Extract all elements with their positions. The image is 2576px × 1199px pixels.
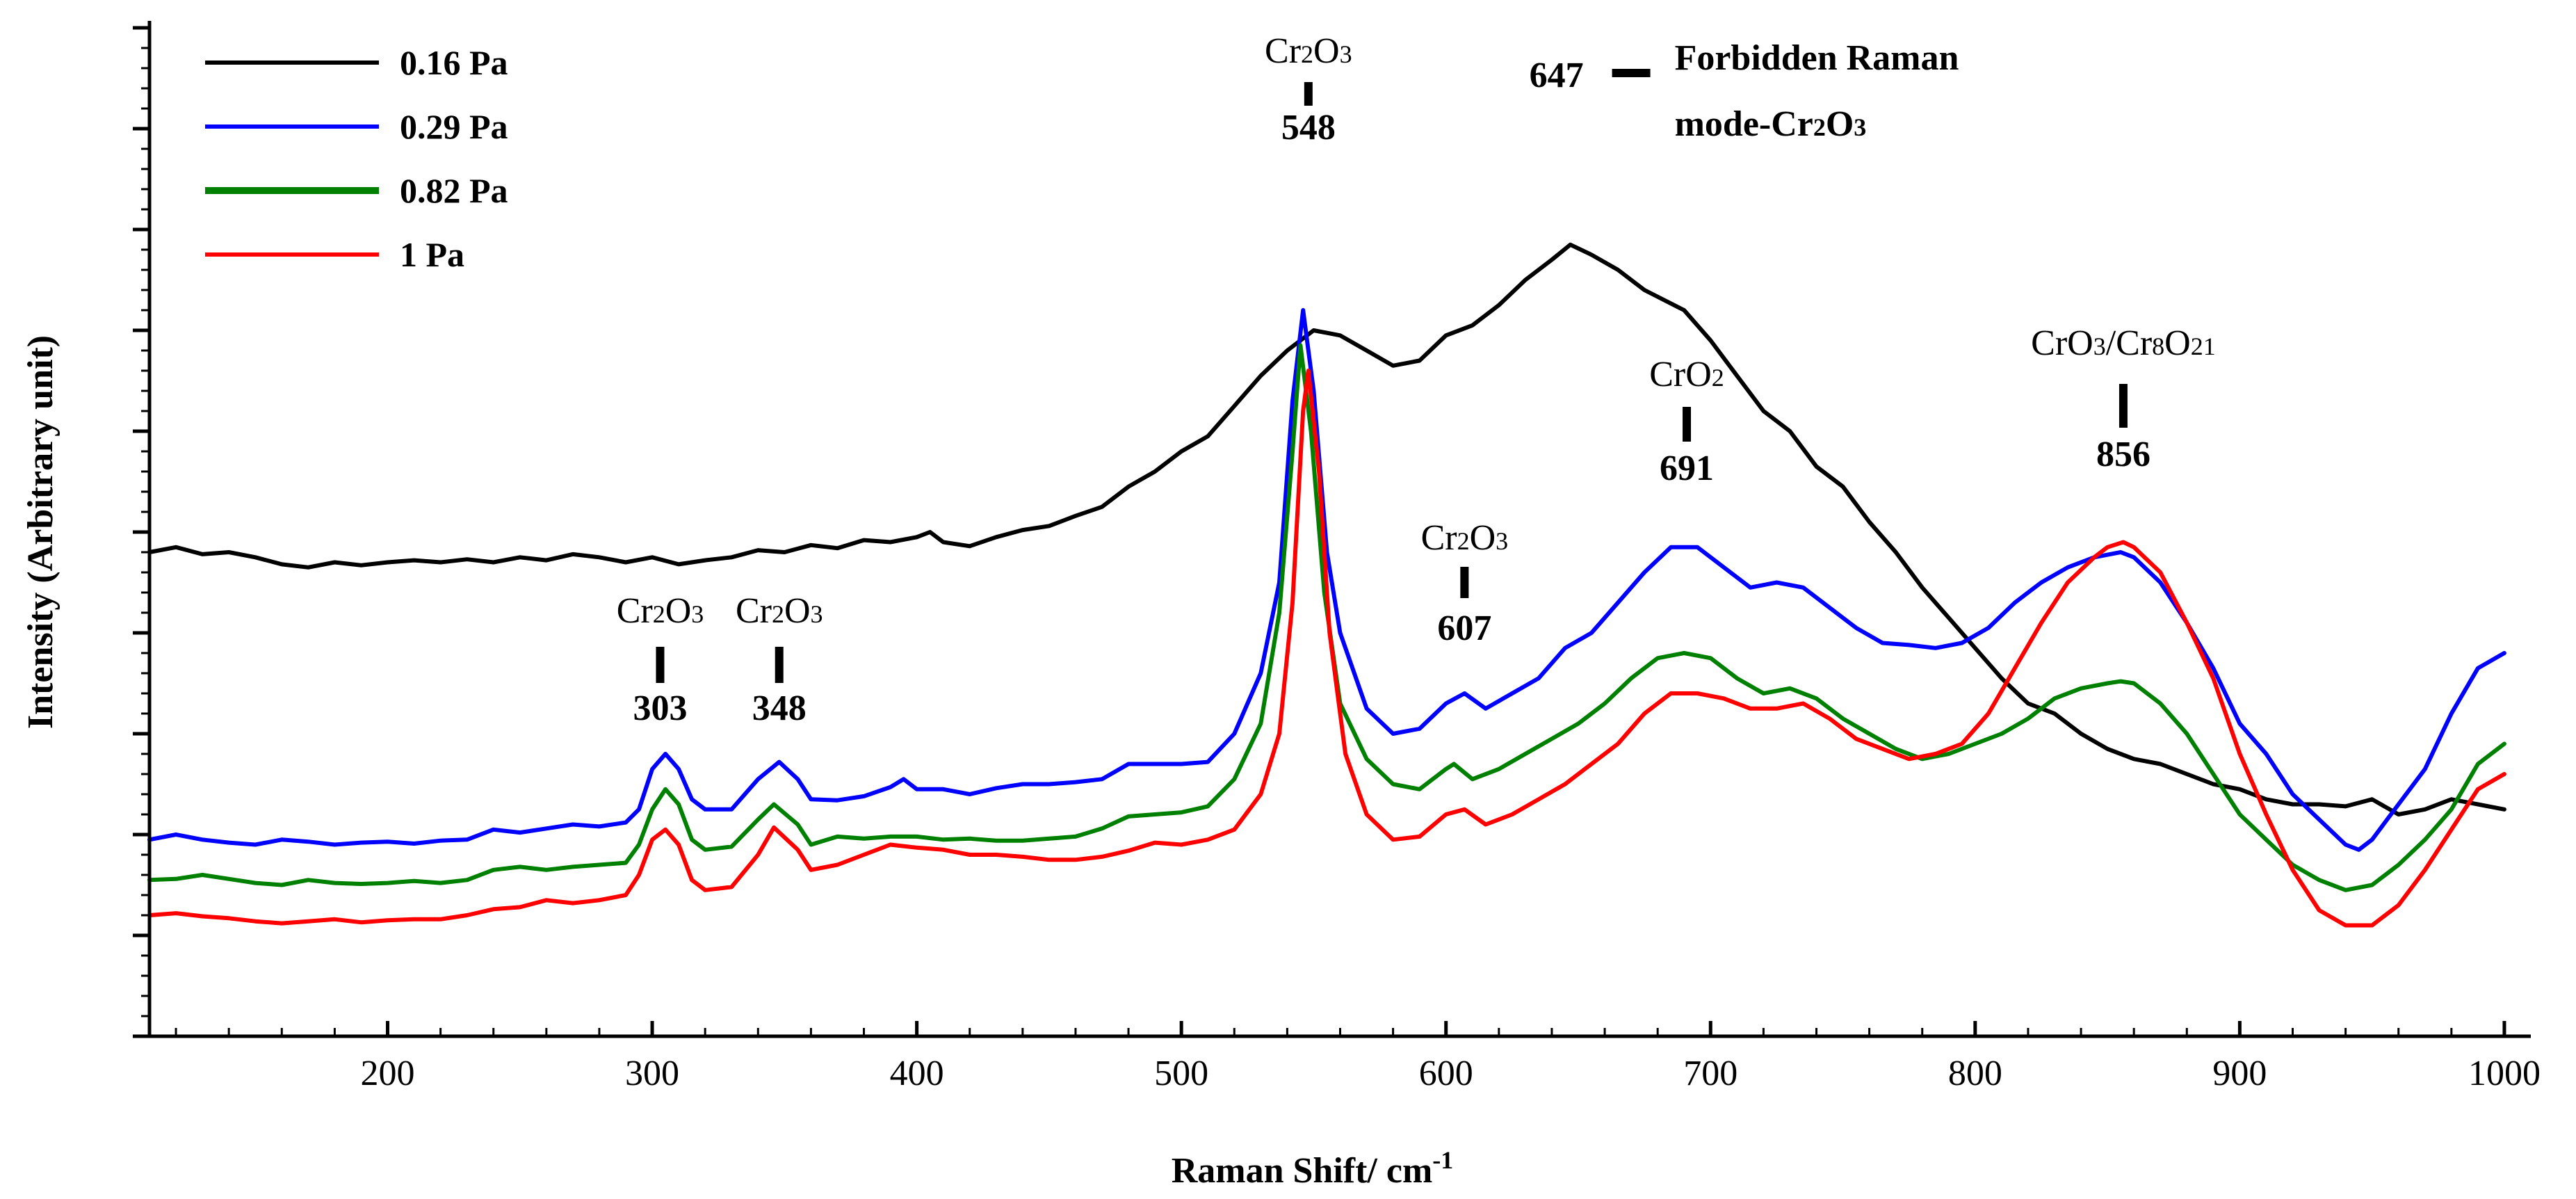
x-tick-label: 800 — [1948, 1054, 2002, 1093]
ticks-layer: 200 300 400 500 600 700 800 900 1000 — [133, 26, 2541, 1093]
peak-label-value: 348 — [752, 689, 807, 728]
x-tick-label: 400 — [890, 1054, 944, 1093]
series-line-4 — [147, 369, 2506, 928]
peak-label-value: 856 — [2096, 435, 2150, 474]
peak-label-compound: Cr2O3 — [1265, 31, 1352, 71]
series-line-3 — [147, 343, 2506, 892]
legend-label: 0.29 Pa — [400, 107, 508, 146]
x-tick-label: 500 — [1154, 1054, 1208, 1093]
forbidden-mode-label-line2: mode-Cr2O3 — [1675, 104, 1867, 144]
forbidden-mode-label: Forbidden Raman — [1675, 38, 1959, 78]
peak-label-value: 548 — [1281, 108, 1336, 147]
peak-label-compound: Cr2O3 — [736, 591, 823, 631]
peak-label-value: 691 — [1660, 449, 1714, 488]
peak-label-compound: Cr2O3 — [617, 591, 704, 631]
peak-label-value: 303 — [633, 689, 687, 728]
x-axis-title: Raman Shift/ cm-1 — [1172, 1146, 1454, 1191]
peak-label-compound: CrO3/Cr8O21 — [2031, 323, 2216, 363]
legend-label: 0.16 Pa — [400, 43, 508, 82]
peak-label-compound: CrO2 — [1649, 355, 1724, 394]
legend-label: 0.82 Pa — [400, 171, 508, 210]
series-line-1 — [147, 242, 2506, 816]
peak-label-value: 607 — [1437, 609, 1491, 648]
y-axis-title: Intensity (Arbitrary unit) — [21, 335, 60, 729]
series-layer — [147, 242, 2506, 928]
legend: 0.16 Pa 0.29 Pa 0.82 Pa 1 Pa — [205, 43, 508, 274]
peak-label-compound: Cr2O3 — [1421, 518, 1509, 558]
x-tick-label: 900 — [2212, 1054, 2267, 1093]
x-tick-label: 200 — [361, 1054, 415, 1093]
x-tick-label: 1000 — [2468, 1054, 2541, 1093]
forbidden-mode-value: 647 — [1530, 56, 1584, 95]
annotation-layer: Cr2O3 303 Cr2O3 348 Cr2O3 548 Cr2O3 607 CrO2 691 C… — [617, 31, 2216, 728]
x-tick-label: 700 — [1683, 1054, 1737, 1093]
x-tick-label: 600 — [1419, 1054, 1473, 1093]
legend-label: 1 Pa — [400, 235, 464, 274]
x-tick-label: 300 — [625, 1054, 679, 1093]
